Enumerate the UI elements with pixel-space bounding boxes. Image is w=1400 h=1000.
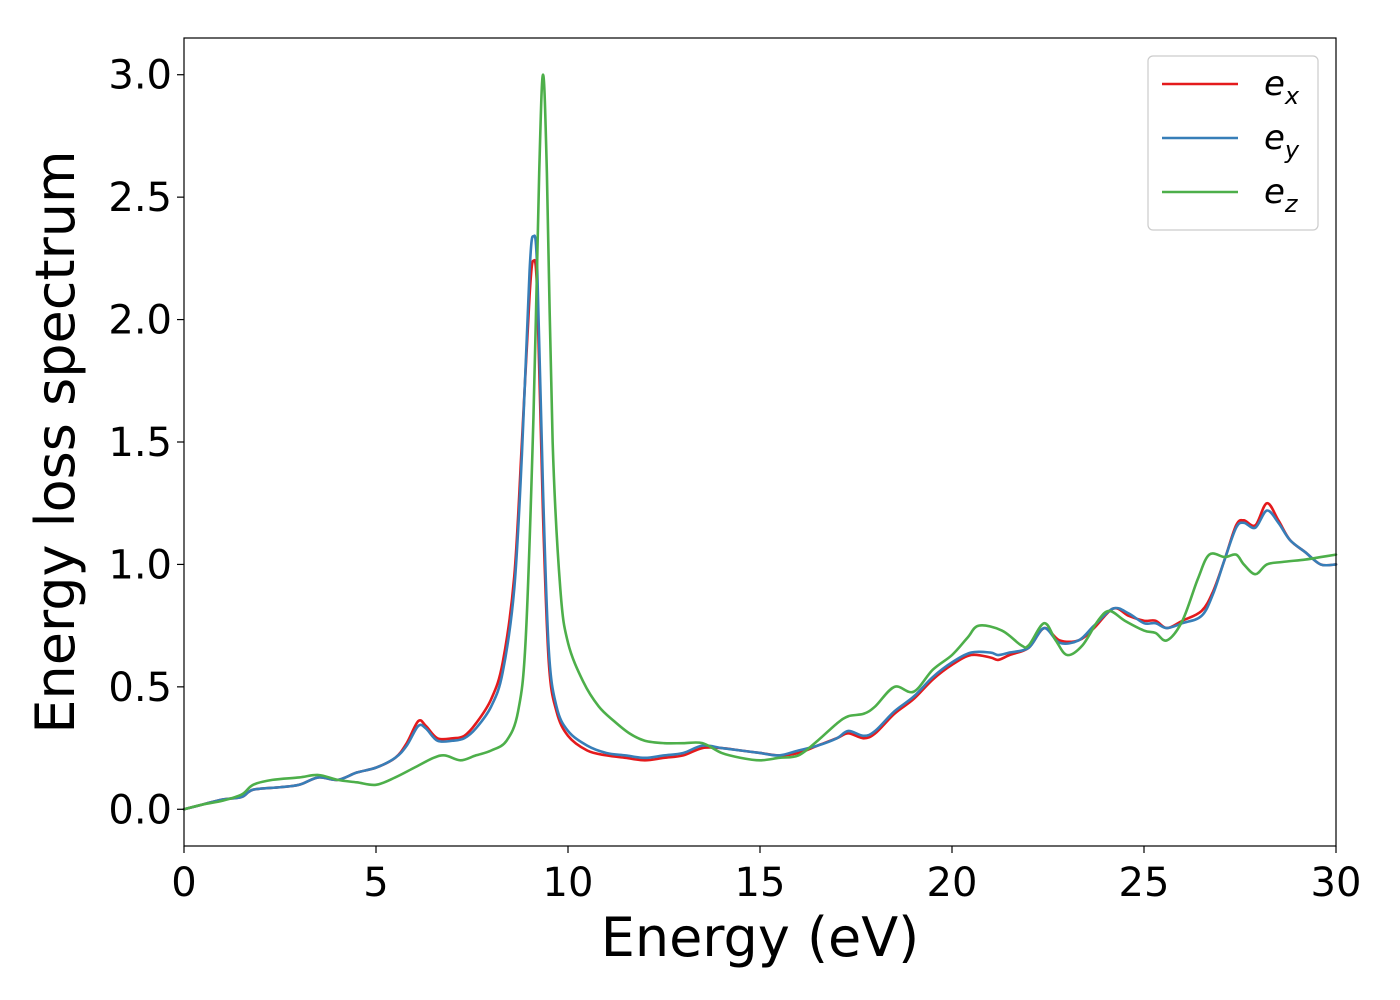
x-tick-label: 0 (171, 860, 196, 906)
y-tick-label: 1.0 (108, 542, 172, 588)
legend-label-ez: ez (1264, 172, 1299, 218)
series-line-ez (182, 73, 1338, 811)
x-tick-label: 20 (927, 860, 978, 906)
x-tick-label: 5 (363, 860, 388, 906)
y-axis-title: Energy loss spectrum (24, 150, 87, 733)
x-tick-label: 15 (735, 860, 786, 906)
y-tick-label: 1.5 (108, 420, 172, 466)
legend-label-subscript: x (1284, 82, 1300, 110)
legend-label-ex: ex (1264, 64, 1300, 110)
y-tick-label: 3.0 (108, 53, 172, 99)
y-tick-label: 0.5 (108, 665, 172, 711)
legend-label-subscript: y (1284, 136, 1300, 164)
legend-label-main: e (1264, 64, 1285, 104)
legend-label-main: e (1264, 118, 1285, 158)
legend-label-ey: ey (1264, 118, 1300, 164)
y-tick-label: 0.0 (108, 787, 172, 833)
y-axis: 0.0 0.5 1.0 1.5 2.0 2.5 3.0 (108, 53, 184, 833)
legend-label-subscript: z (1284, 190, 1299, 218)
series-layer (182, 73, 1338, 811)
y-tick-label: 2.5 (108, 175, 172, 221)
plot-background (184, 38, 1336, 846)
x-axis: 0 5 10 15 20 25 30 (171, 846, 1361, 906)
x-axis-title: Energy (eV) (601, 906, 920, 969)
x-tick-label: 10 (543, 860, 594, 906)
x-tick-label: 30 (1311, 860, 1362, 906)
legend-box (1147, 55, 1319, 231)
x-tick-label: 25 (1119, 860, 1170, 906)
y-tick-label: 2.0 (108, 298, 172, 344)
legend-label-main: e (1264, 172, 1285, 212)
series-line-ey (182, 234, 1338, 811)
